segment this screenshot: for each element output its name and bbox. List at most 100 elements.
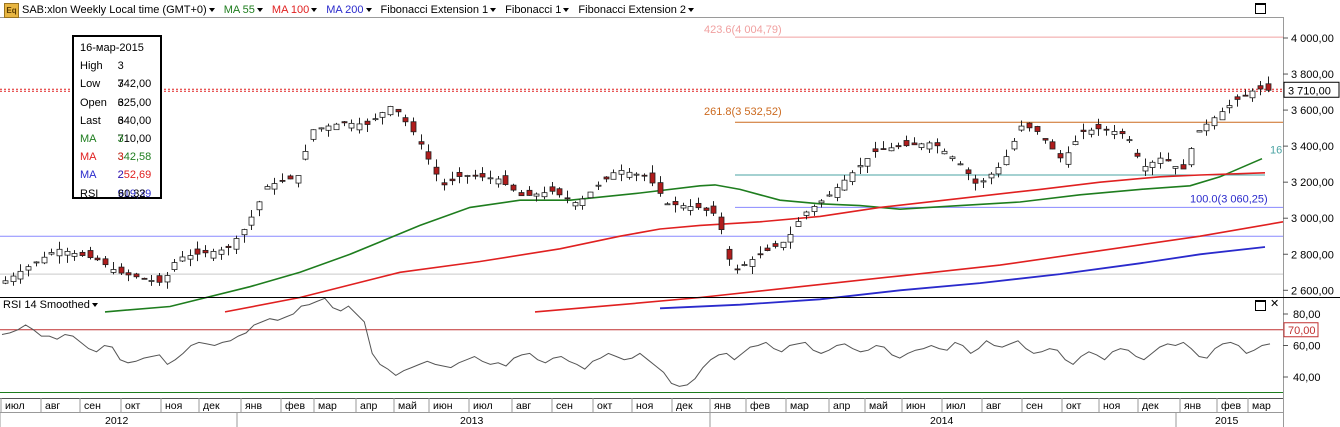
candle	[641, 173, 648, 182]
candle	[287, 174, 294, 180]
info-row: Last 3 710,00	[80, 114, 152, 145]
header-item-ma55[interactable]: MA 55	[224, 4, 263, 16]
rsi-line	[1, 297, 1271, 387]
candle-up	[1018, 125, 1025, 131]
candle-up	[210, 251, 217, 259]
candle	[141, 277, 148, 280]
price-tick-label: 3 000,00	[1291, 213, 1334, 225]
candle-up	[587, 191, 594, 199]
rsi-maximize-icon[interactable]	[1255, 300, 1266, 311]
maximize-icon[interactable]	[1255, 3, 1266, 14]
candle	[487, 170, 494, 185]
rsi-header[interactable]: RSI 14 Smoothed	[3, 299, 98, 311]
candle	[310, 129, 317, 142]
candle	[387, 105, 394, 117]
fib-ext-2-label: Fibonacci Extension 2	[578, 4, 687, 16]
candle-up	[164, 275, 171, 283]
candle-up	[741, 264, 748, 266]
candle-up	[110, 269, 117, 273]
candle-down	[118, 266, 125, 274]
candle	[1234, 94, 1241, 107]
candle-up	[1126, 139, 1133, 142]
candle-down	[433, 166, 440, 175]
candle	[533, 192, 540, 202]
candle	[726, 246, 733, 266]
candle	[972, 174, 979, 191]
candle	[10, 272, 17, 286]
candle-up	[64, 250, 71, 256]
candle-up	[888, 147, 895, 152]
candle-up	[1211, 117, 1218, 127]
candle-up	[988, 173, 995, 179]
candle-up	[264, 186, 271, 190]
candle-up	[356, 123, 363, 131]
header-item-ma100[interactable]: MA 100	[272, 4, 318, 16]
candle-down	[449, 178, 456, 182]
candle-down	[564, 197, 571, 200]
candle	[510, 183, 517, 192]
candle-down	[341, 121, 348, 124]
candle	[325, 123, 332, 137]
instrument-icon[interactable]: Eq	[4, 2, 19, 18]
candle	[695, 197, 702, 210]
candle-down	[772, 243, 779, 247]
candle-up	[387, 106, 394, 116]
month-label: янв	[1184, 400, 1201, 412]
symbol-dropdown-icon[interactable]	[208, 8, 215, 12]
candle-up	[1072, 141, 1079, 146]
rsi-level-box	[1283, 322, 1319, 338]
candle-up	[811, 206, 818, 213]
candle-up	[33, 261, 40, 264]
candle	[148, 274, 155, 286]
candle	[957, 161, 964, 166]
candle	[888, 142, 895, 152]
candle	[33, 261, 40, 267]
header-item-fib-ext-2[interactable]: Fibonacci Extension 2	[578, 4, 695, 16]
candle	[687, 199, 694, 216]
candle-up	[333, 123, 340, 131]
candle-up	[664, 203, 671, 206]
candle-up	[295, 175, 302, 184]
month-label: ноя	[636, 400, 653, 412]
chevron-down-icon	[256, 8, 263, 12]
candle	[880, 141, 887, 150]
candle-up	[618, 170, 625, 175]
symbol-label[interactable]: SAB:xlon Weekly Local time (GMT+0)	[22, 4, 207, 16]
candle-up	[1196, 130, 1203, 133]
candle	[965, 167, 972, 181]
candle-down	[1034, 126, 1041, 132]
candle	[271, 177, 278, 195]
candle-up	[533, 193, 540, 197]
chart-header: Eq SAB:xlon Weekly Local time (GMT+0) MA…	[0, 2, 695, 18]
rsi-close-icon[interactable]: ✕	[1270, 298, 1280, 310]
candle	[295, 175, 302, 188]
candle-down	[87, 250, 94, 259]
candle	[1080, 123, 1087, 140]
candle-down	[1103, 128, 1110, 131]
candle	[764, 244, 771, 252]
candle-up	[1142, 166, 1149, 172]
candle-up	[1003, 156, 1010, 166]
candle	[549, 181, 556, 195]
chevron-down-icon	[563, 8, 570, 12]
month-label: окт	[1066, 400, 1082, 412]
candle	[248, 210, 255, 230]
header-item-fib-ext-1[interactable]: Fibonacci Extension 1	[381, 4, 497, 16]
candle-up	[325, 125, 332, 131]
candle-up	[1111, 131, 1118, 135]
candle	[988, 172, 995, 185]
candle-up	[1088, 129, 1095, 135]
candle	[495, 176, 502, 188]
candle	[626, 167, 633, 180]
candle-down	[1049, 141, 1056, 150]
header-item-ma200[interactable]: MA 200	[326, 4, 372, 16]
header-item-fib-1[interactable]: Fibonacci 1	[505, 4, 570, 16]
month-label: июл	[473, 400, 493, 412]
candle-down	[710, 205, 717, 214]
candle-up	[10, 275, 17, 283]
candle-up	[17, 270, 24, 280]
candle-up	[302, 151, 309, 160]
candle-down	[641, 174, 648, 177]
candle-up	[949, 156, 956, 160]
candle-down	[141, 277, 148, 280]
